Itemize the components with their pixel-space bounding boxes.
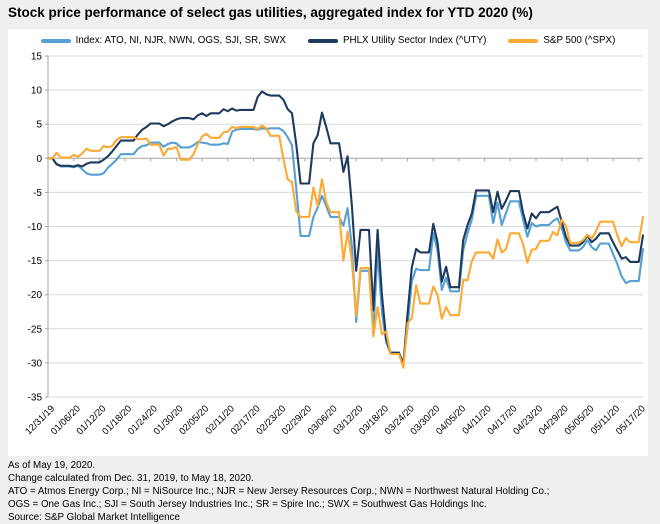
chart-legend: Index: ATO, NI, NJR, NWN, OGS, SJI, SR, … <box>8 35 648 46</box>
y-tick-label: 10 <box>31 86 43 97</box>
page-title: Stock price performance of select gas ut… <box>8 5 533 20</box>
y-tick-label: 0 <box>36 154 42 165</box>
footnote-calculation: Change calculated from Dec. 31, 2019, to… <box>8 473 254 484</box>
uty-line-swatch <box>307 38 338 43</box>
y-tick-label: 5 <box>36 120 42 131</box>
legend-label-gas-index: Index: ATO, NI, NJR, NWN, OGS, SJI, SR, … <box>75 35 286 46</box>
footnote-tickers-2: OGS = One Gas Inc.; SJI = South Jersey I… <box>8 499 487 510</box>
series-line-uty <box>46 90 645 366</box>
chart-panel <box>8 29 648 456</box>
series-line-gas-index <box>46 127 645 364</box>
y-tick-label: -5 <box>33 188 42 199</box>
series-line-spx <box>46 124 645 369</box>
legend-item-gas-index: Index: ATO, NI, NJR, NWN, OGS, SJI, SR, … <box>40 35 286 46</box>
line-chart: 151050-5-10-15-20-25-30-3512/31/1901/06/… <box>23 52 648 438</box>
gas-index-line-swatch <box>40 38 71 43</box>
legend-item-spx: S&P 500 (^SPX) <box>508 35 615 46</box>
y-tick-label: -35 <box>28 393 43 404</box>
legend-label-spx: S&P 500 (^SPX) <box>543 35 616 46</box>
footnote-source: Source: S&P Global Market Intelligence <box>8 512 180 523</box>
spx-line-swatch <box>508 38 539 43</box>
y-tick-label: -25 <box>28 324 43 335</box>
footnote-tickers-1: ATO = Atmos Energy Corp.; NI = NiSource … <box>8 486 550 497</box>
y-tick-label: -15 <box>28 256 43 267</box>
y-tick-label: -30 <box>28 358 43 369</box>
legend-item-uty: PHLX Utility Sector Index (^UTY) <box>307 35 487 46</box>
legend-label-uty: PHLX Utility Sector Index (^UTY) <box>342 35 487 46</box>
y-tick-label: -10 <box>28 222 43 233</box>
footnote-as-of: As of May 19, 2020. <box>8 460 96 471</box>
y-tick-label: 15 <box>31 52 43 63</box>
footnotes: As of May 19, 2020. Change calculated fr… <box>8 459 656 524</box>
y-tick-label: -20 <box>28 290 43 301</box>
